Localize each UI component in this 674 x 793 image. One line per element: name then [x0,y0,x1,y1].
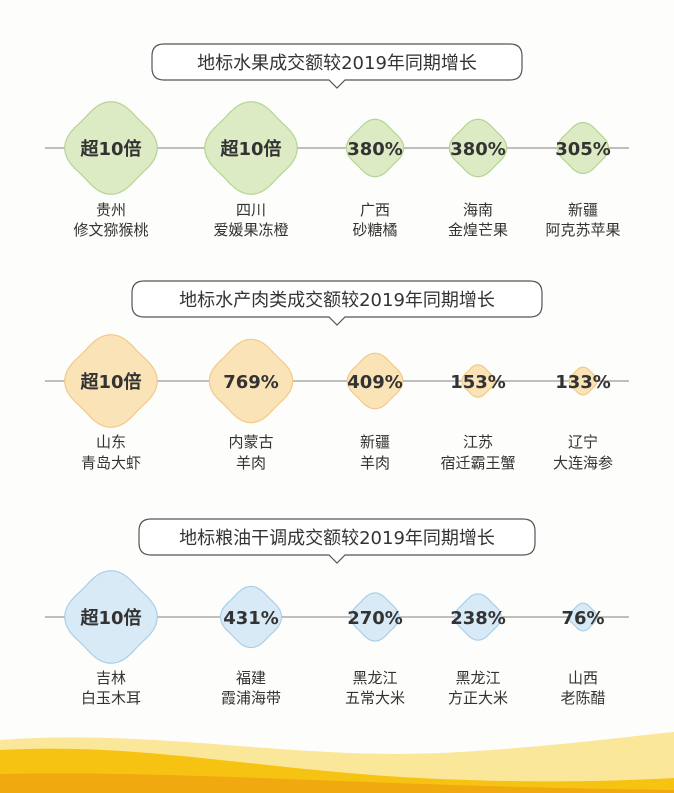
region-label-5: 新疆 [568,201,598,219]
bubble-3 [346,352,404,410]
product-label-1: 青岛大虾 [81,454,141,472]
bubble-4 [461,364,495,398]
region-label-3: 新疆 [360,433,390,451]
bubble-2 [219,585,283,649]
value-label-5: 76% [561,608,604,629]
bubble-5 [568,366,598,396]
bubble-1 [64,570,158,664]
bubble-2 [208,338,294,424]
value-label-2: 超10倍 [220,138,281,160]
product-label-3: 砂糖橘 [352,221,397,239]
product-label-2: 爱媛果冻橙 [213,221,288,239]
region-label-5: 山西 [568,669,598,687]
bubble-1 [64,334,158,428]
bubble-4 [448,118,508,178]
region-label-4: 海南 [463,201,493,219]
title-box [151,43,523,89]
chart-title: 地标水果成交额较2019年同期增长 [197,53,477,74]
value-label-4: 238% [450,608,506,629]
product-label-3: 五常大米 [345,689,405,707]
value-label-3: 270% [347,608,403,629]
bubble-3 [350,592,400,642]
region-label-1: 山东 [96,433,126,451]
region-label-3: 广西 [360,201,390,219]
product-label-3: 羊肉 [360,454,390,472]
region-label-5: 辽宁 [568,433,598,451]
background-wave [0,732,674,793]
value-label-1: 超10倍 [80,371,141,393]
product-label-1: 修文猕猴桃 [73,221,148,239]
region-label-4: 江苏 [463,433,493,451]
chart-title: 地标粮油干调成交额较2019年同期增长 [179,528,495,549]
value-label-2: 431% [223,608,279,629]
value-label-5: 133% [555,372,611,393]
value-label-1: 超10倍 [80,607,141,629]
value-label-3: 380% [347,139,403,160]
chart-title: 地标水产肉类成交额较2019年同期增长 [179,290,495,311]
region-label-1: 贵州 [96,201,126,219]
bubble-5 [556,121,610,175]
region-label-2: 福建 [236,669,266,687]
product-label-4: 金煌芒果 [448,221,508,239]
region-label-2: 四川 [236,201,266,219]
bubble-4 [454,593,502,641]
value-label-5: 305% [555,139,611,160]
value-label-4: 153% [450,372,506,393]
region-label-1: 吉林 [96,669,126,687]
region-label-2: 内蒙古 [228,433,273,451]
value-label-3: 409% [347,372,403,393]
region-label-4: 黑龙江 [455,669,500,687]
bubble-2 [204,101,298,195]
value-label-2: 769% [223,372,279,393]
title-box [131,280,543,326]
bubble-5 [568,602,598,632]
bubble-3 [345,118,405,178]
product-label-2: 霞浦海带 [221,689,281,707]
product-label-2: 羊肉 [236,454,266,472]
product-label-5: 大连海参 [553,454,613,472]
product-label-5: 老陈醋 [560,689,605,707]
product-label-1: 白玉木耳 [81,689,141,707]
product-label-5: 阿克苏苹果 [545,221,620,239]
region-label-3: 黑龙江 [352,669,397,687]
product-label-4: 方正大米 [448,689,508,707]
value-label-1: 超10倍 [80,138,141,160]
product-label-4: 宿迁霸王蟹 [440,454,515,472]
title-box [138,518,536,564]
bubble-1 [64,101,158,195]
wave-deep [0,773,674,793]
value-label-4: 380% [450,139,506,160]
